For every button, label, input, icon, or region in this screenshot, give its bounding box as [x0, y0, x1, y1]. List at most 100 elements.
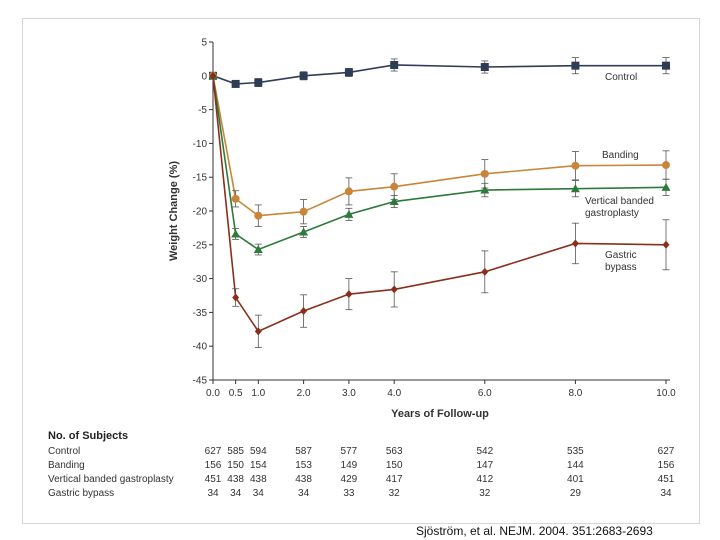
subjects-count: 34	[207, 488, 219, 499]
data-point	[480, 63, 489, 72]
subjects-count: 438	[295, 474, 312, 485]
subjects-count: 438	[227, 474, 244, 485]
subjects-count: 429	[340, 474, 358, 485]
subjects-count: 417	[385, 474, 403, 485]
data-point	[231, 194, 240, 203]
subjects-count: 34	[660, 488, 672, 499]
subjects-count: 401	[567, 474, 584, 485]
series-label-vertical-banded-gastroplasty: Vertical banded gastroplasty	[585, 196, 654, 219]
subjects-count: 34	[298, 488, 310, 499]
subjects-count: 34	[230, 488, 242, 499]
series-label-control: Control	[605, 72, 637, 83]
subjects-count: 627	[204, 446, 222, 457]
data-point	[209, 71, 217, 80]
data-point	[390, 285, 398, 294]
x-tick-label: 8.0	[568, 388, 582, 399]
subjects-count: 563	[385, 446, 403, 457]
subjects-count: 542	[476, 446, 494, 457]
citation: Sjöström, et al. NEJM. 2004. 351:2683-26…	[416, 524, 653, 538]
subjects-count: 577	[340, 446, 358, 457]
y-tick-label: -25	[193, 240, 208, 251]
data-point	[571, 161, 580, 170]
subjects-count: 147	[476, 460, 494, 471]
subjects-count: 150	[227, 460, 244, 471]
series-layer: Control Banding Vertical banded gastroplast…	[208, 57, 671, 348]
data-point	[254, 78, 263, 87]
data-point	[662, 240, 670, 249]
subjects-count: 412	[476, 474, 494, 485]
data-point	[481, 267, 489, 276]
data-point	[662, 161, 670, 170]
subjects-count: 535	[567, 446, 584, 457]
y-tick-label: -45	[193, 376, 208, 387]
axes-layer: 5 0 -5 -10 -15 -20 -25 -30 -35 -40 -450.0 0.5 1.0 2.0…	[193, 38, 677, 400]
data-point	[299, 227, 309, 236]
x-tick-label: 4.0	[387, 388, 401, 399]
data-point	[571, 61, 580, 70]
series-line-banding	[212, 75, 667, 217]
data-point	[389, 197, 399, 206]
data-point	[480, 185, 490, 194]
data-point	[390, 182, 399, 191]
y-tick-label: -40	[193, 342, 208, 353]
x-tick-label: 1.0	[251, 388, 265, 399]
data-point	[345, 290, 353, 299]
subjects-count: 585	[227, 446, 244, 457]
y-tick-label: -30	[193, 274, 208, 285]
figure-frame	[22, 18, 700, 524]
data-point	[300, 307, 308, 316]
data-point	[254, 211, 263, 220]
series-label-gastric-bypass: Gastric bypass	[605, 250, 637, 273]
series-label-line: bypass	[605, 262, 637, 273]
data-point	[299, 71, 308, 80]
data-point	[661, 182, 671, 191]
x-tick-label: 3.0	[342, 388, 356, 399]
series-line-vertical-banded-gastroplasty	[212, 75, 667, 251]
data-point	[571, 239, 579, 248]
subjects-count: 627	[657, 446, 675, 457]
series-label-line: Banding	[602, 150, 639, 161]
data-point	[231, 79, 240, 88]
series-label-line: Gastric	[605, 250, 637, 261]
y-tick-label: 5	[201, 38, 207, 49]
series-label-line: Control	[605, 72, 637, 83]
data-point	[344, 187, 353, 196]
subjects-count: 144	[567, 460, 584, 471]
subjects-count: 32	[479, 488, 491, 499]
data-point	[232, 293, 240, 302]
data-point	[390, 60, 399, 69]
subjects-count: 156	[657, 460, 675, 471]
data-point	[299, 207, 308, 216]
y-tick-label: -5	[198, 105, 207, 116]
data-point	[231, 229, 241, 238]
y-tick-label: -35	[193, 308, 208, 319]
y-tick-label: -10	[193, 139, 208, 150]
x-tick-label: 6.0	[478, 388, 492, 399]
subjects-count: 438	[249, 474, 267, 485]
subjects-row-label: Control	[48, 446, 81, 457]
subjects-count: 594	[249, 446, 267, 457]
subjects-count: 587	[295, 446, 312, 457]
subjects-count: 149	[340, 460, 358, 471]
subjects-count: 150	[385, 460, 403, 471]
subjects-row-label: Vertical banded gastroplasty	[48, 474, 174, 485]
x-tick-label: 2.0	[297, 388, 311, 399]
subjects-count: 153	[295, 460, 312, 471]
series-label-banding: Banding	[602, 150, 639, 161]
subjects-count: 33	[343, 488, 355, 499]
series-banding: Banding	[209, 71, 670, 227]
subjects-count: 29	[569, 488, 581, 499]
x-tick-label: 0.5	[229, 388, 243, 399]
x-tick-label: 0.0	[206, 388, 220, 399]
y-axis-label: Weight Change (%)	[168, 161, 180, 261]
y-tick-label: -15	[193, 173, 208, 184]
subjects-count: 451	[204, 474, 222, 485]
series-label-line: Vertical banded	[585, 196, 654, 207]
data-point	[253, 245, 263, 254]
y-tick-label: -20	[193, 207, 208, 218]
subjects-count: 156	[204, 460, 222, 471]
x-axis-label: Years of Follow-up	[391, 408, 489, 420]
subjects-table-title: No. of Subjects	[48, 430, 129, 442]
data-point	[344, 68, 353, 77]
